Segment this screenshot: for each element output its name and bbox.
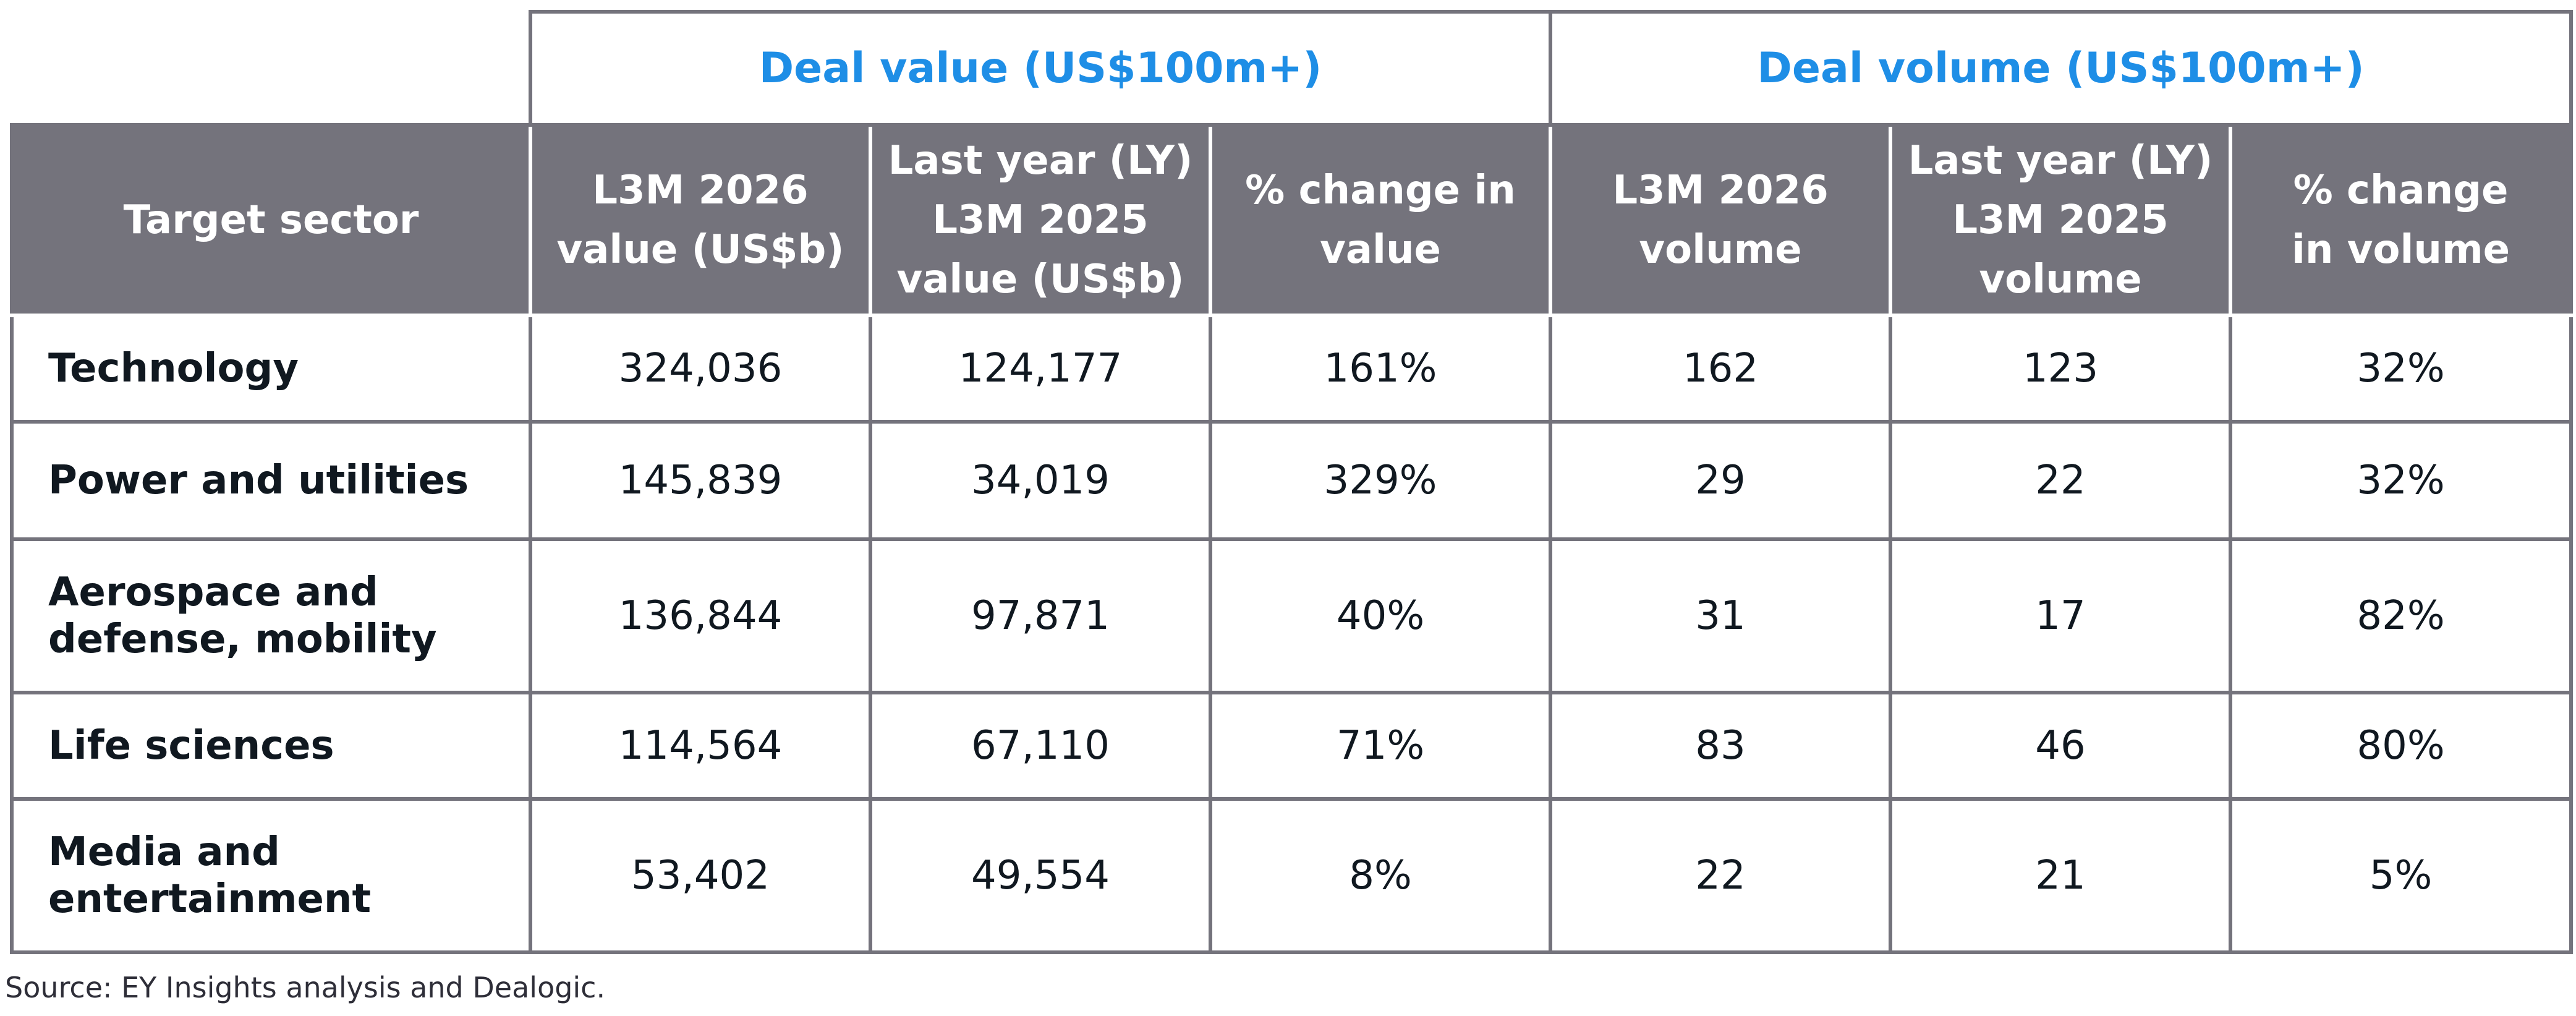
value-2025-cell: 97,871 [869,537,1212,694]
value-change-cell: 40% [1208,537,1553,694]
column-header-volume-change: % change in volume [2229,123,2574,317]
sector-cell: Life sciences [10,691,532,801]
volume-2025-cell: 123 [1889,314,2233,424]
group-header-row: Deal value (US$100m+) Deal volume (US$10… [12,10,2574,127]
sector-cell: Technology [10,314,532,424]
volume-2025-cell: 17 [1889,537,2233,694]
value-change-cell: 329% [1208,420,1553,541]
deal-table: Deal value (US$100m+) Deal volume (US$10… [10,10,2574,954]
value-2025-cell: 67,110 [869,691,1212,801]
volume-2025-cell: 46 [1889,691,2233,801]
value-2026-cell: 53,402 [529,797,872,954]
sector-cell: Aerospace and defense, mobility [10,537,532,694]
column-header-value-2025: Last year (LY) L3M 2025 value (US$b) [869,123,1212,317]
value-change-cell: 161% [1208,314,1553,424]
column-header-volume-2026: L3M 2026 volume [1549,123,1893,317]
table-row: Aerospace and defense, mobility 136,844 … [10,537,2574,694]
volume-change-cell: 32% [2229,420,2574,541]
column-header-row: Target sector L3M 2026 value (US$b) Last… [10,123,2574,317]
column-header-target-sector: Target sector [10,123,532,317]
volume-2026-cell: 22 [1549,797,1893,954]
corner-cell [12,12,532,127]
value-change-cell: 71% [1208,691,1553,801]
volume-2026-cell: 162 [1549,314,1893,424]
column-header-value-change: % change in value [1208,123,1553,317]
volume-2026-cell: 29 [1549,420,1893,541]
volume-2026-cell: 83 [1549,691,1893,801]
table-row: Technology 324,036 124,177 161% 162 123 … [10,314,2574,424]
volume-change-cell: 32% [2229,314,2574,424]
value-2025-cell: 34,019 [869,420,1212,541]
volume-change-cell: 80% [2229,691,2574,801]
table-row: Life sciences 114,564 67,110 71% 83 46 8… [10,691,2574,801]
volume-2025-cell: 22 [1889,420,2233,541]
table-row: Media and entertainment 53,402 49,554 8%… [10,797,2574,954]
group-header-deal-value: Deal value (US$100m+) [528,10,1553,127]
value-2025-cell: 124,177 [869,314,1212,424]
value-2025-cell: 49,554 [869,797,1212,954]
sector-cell: Media and entertainment [10,797,532,954]
volume-2025-cell: 21 [1889,797,2233,954]
sector-cell: Power and utilities [10,420,532,541]
value-change-cell: 8% [1208,797,1553,954]
value-2026-cell: 136,844 [529,537,872,694]
column-header-value-2026: L3M 2026 value (US$b) [529,123,872,317]
value-2026-cell: 114,564 [529,691,872,801]
volume-change-cell: 5% [2229,797,2574,954]
group-header-deal-volume: Deal volume (US$100m+) [1549,10,2574,127]
value-2026-cell: 145,839 [529,420,872,541]
value-2026-cell: 324,036 [529,314,872,424]
volume-2026-cell: 31 [1549,537,1893,694]
source-note: Source: EY Insights analysis and Dealogi… [5,971,606,1004]
volume-change-cell: 82% [2229,537,2574,694]
column-header-volume-2025: Last year (LY) L3M 2025 volume [1889,123,2233,317]
table-row: Power and utilities 145,839 34,019 329% … [10,420,2574,541]
